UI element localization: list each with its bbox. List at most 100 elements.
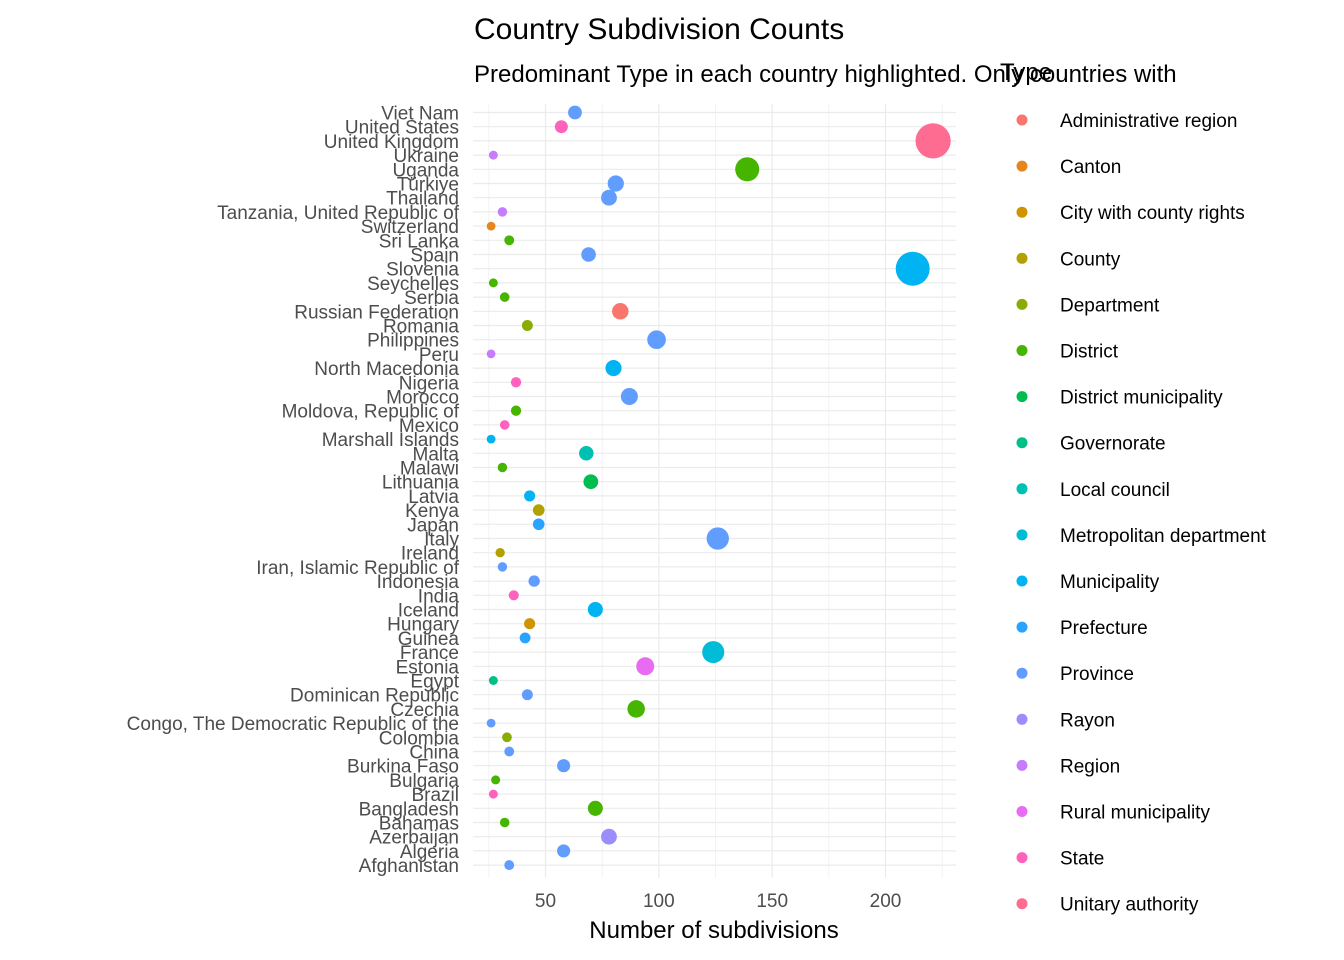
legend-label: Canton	[1060, 157, 1121, 178]
legend-label: Department	[1060, 295, 1160, 316]
y-tick-label: Bahamas	[379, 814, 459, 835]
legend-label: Region	[1060, 756, 1120, 777]
y-tick-label: Kenya	[405, 501, 459, 522]
legend-key	[1016, 483, 1028, 495]
y-tick-label: Iran, Islamic Republic of	[256, 558, 459, 579]
data-point	[528, 575, 540, 587]
legend-label: Unitary authority	[1060, 895, 1199, 916]
data-point	[486, 434, 496, 444]
grid	[473, 104, 956, 878]
legend-key	[1016, 114, 1028, 126]
legend: Type Administrative region Canton City wit…	[1000, 59, 1267, 916]
data-point	[499, 817, 510, 828]
legend-label: Local council	[1060, 480, 1170, 501]
y-tick-label: Slovenia	[386, 260, 459, 281]
y-tick-label: Latvia	[408, 487, 459, 508]
legend-key	[1016, 437, 1028, 449]
data-point	[488, 676, 498, 685]
y-tick-label: Thailand	[386, 189, 459, 210]
y-tick-label: Estonia	[396, 657, 460, 678]
y-tick-label: Hungary	[387, 615, 459, 636]
data-point	[510, 377, 522, 388]
y-tick-label: Uganda	[392, 160, 459, 181]
y-tick-label: Czechia	[390, 700, 459, 721]
y-tick-label: Lithuania	[382, 473, 460, 494]
data-point	[557, 759, 571, 773]
y-tick-label: Marshall Islands	[322, 430, 459, 451]
data-point	[579, 446, 594, 461]
data-point	[499, 292, 510, 302]
y-tick-label: France	[400, 643, 459, 664]
y-tick-label: Dominican Republic	[290, 686, 459, 707]
legend-label: Municipality	[1060, 572, 1160, 593]
y-tick-label: Algeria	[400, 842, 460, 863]
data-point	[524, 490, 536, 502]
y-tick-label: Azerbaijan	[369, 828, 459, 849]
data-point	[557, 844, 571, 858]
y-tick-label: Seychelles	[367, 274, 459, 295]
y-tick-label: Nigeria	[399, 373, 460, 394]
data-point	[554, 120, 568, 134]
data-point	[532, 504, 545, 516]
y-tick-label: Italy	[424, 530, 459, 551]
y-tick-label: Morocco	[386, 388, 459, 409]
y-tick-label: United Kingdom	[324, 132, 459, 153]
legend-label: Governorate	[1060, 434, 1166, 455]
data-point	[486, 718, 496, 728]
data-point	[497, 207, 508, 217]
data-point	[519, 632, 531, 644]
y-tick-label: Egypt	[410, 672, 459, 693]
data-point	[497, 562, 508, 572]
legend-key	[1016, 667, 1028, 679]
legend-label: Rural municipality	[1060, 803, 1210, 824]
y-tick-label: Iceland	[398, 601, 459, 622]
data-point	[504, 860, 515, 871]
y-tick-label: Tanzania, United Republic of	[217, 203, 460, 224]
y-tick-label: Afghanistan	[359, 856, 459, 877]
data-point	[504, 746, 515, 757]
y-tick-label: Indonesia	[377, 572, 460, 593]
data-point	[647, 330, 666, 350]
x-axis-ticks: 50 100 150 200	[535, 891, 901, 912]
y-tick-label: Russian Federation	[294, 302, 459, 323]
data-point	[488, 150, 498, 160]
y-tick-label: Philippines	[367, 331, 459, 352]
legend-key	[1016, 713, 1028, 725]
legend-label: Province	[1060, 664, 1134, 685]
data-point	[627, 700, 645, 718]
y-tick-label: China	[409, 743, 459, 764]
data-point	[620, 387, 638, 406]
data-point	[612, 303, 629, 320]
y-tick-label: Switzerland	[361, 217, 459, 238]
legend-title: Type	[1000, 59, 1052, 86]
data-point	[568, 105, 582, 120]
data-point	[702, 641, 725, 664]
legend-key	[1016, 898, 1028, 910]
legend-label: Metropolitan department	[1060, 526, 1267, 547]
y-tick-label: Peru	[419, 345, 459, 366]
y-tick-label: North Macedonia	[314, 359, 459, 380]
data-point	[895, 251, 930, 286]
legend-key	[1016, 298, 1028, 310]
y-tick-label: Japan	[407, 515, 459, 536]
x-axis-label: Number of subdivisions	[589, 917, 838, 944]
x-tick-label: 200	[870, 891, 902, 912]
data-point	[636, 657, 655, 676]
chart-subtitle: Predominant Type in each country highlig…	[474, 61, 1177, 88]
legend-key	[1016, 252, 1028, 264]
data-point	[601, 828, 617, 845]
data-point	[504, 235, 515, 246]
y-tick-label: Burkina Faso	[347, 757, 459, 778]
data-point	[495, 548, 505, 558]
y-tick-label: Ireland	[401, 544, 459, 565]
y-tick-label: Guinea	[398, 629, 460, 650]
legend-label: Rayon	[1060, 710, 1115, 731]
data-point	[583, 474, 599, 490]
legend-label: County	[1060, 249, 1121, 270]
y-tick-label: Malta	[413, 444, 460, 465]
data-point	[915, 123, 951, 159]
legend-key	[1016, 852, 1028, 864]
y-tick-label: Sri Lanka	[379, 231, 460, 252]
y-tick-label: Mexico	[399, 416, 459, 437]
